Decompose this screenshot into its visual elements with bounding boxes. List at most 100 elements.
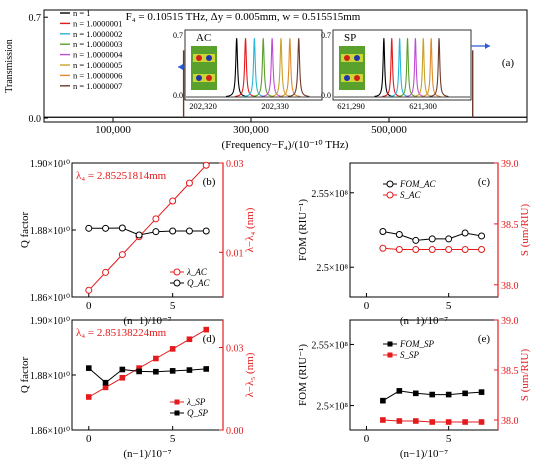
inset-peak [270,38,292,97]
field-map-band [341,54,363,62]
legend-label: FOM_AC [399,179,436,189]
data-point [461,245,469,253]
field-map-lobe [196,55,202,61]
data-point [203,326,210,333]
data-point [428,245,436,253]
field-map-lobe [206,55,212,61]
data-point [118,224,126,232]
data-point [135,231,143,239]
legend-label: n = 1.0000003 [73,39,122,49]
data-point [445,419,452,425]
data-point [379,227,387,235]
data-point [153,355,159,362]
field-map-lobe [354,75,360,81]
ytick-right-label: 38.0 [501,416,519,427]
legend-marker [173,279,181,287]
xtick-label: 0 [364,300,370,312]
data-point [429,419,436,425]
data-point [85,286,93,294]
xtick-label: 5 [170,300,176,312]
ylabel-right: S (um/RIU) [519,349,531,402]
panel-a-xtick-label: 100,000 [95,124,131,136]
data-point [478,245,486,253]
data-point [102,384,109,391]
field-map-lobe [344,55,350,61]
inset-xtick-label: 621,290 [337,101,365,111]
ytick-right-label: 38.5 [501,366,519,377]
panel-a-xtick-label: 500,000 [371,124,407,136]
inset-xtick-label: 202,330 [261,101,289,111]
data-point [380,417,386,423]
ylabel-left: FOM (RIU⁻¹) [297,199,309,261]
ytick-right-label: 39.0 [501,159,519,170]
field-map-lobe [354,55,360,61]
data-point [412,390,419,397]
field-map-band [193,74,215,82]
inset-peak [243,38,266,97]
data-point [152,215,160,223]
inset-peak [252,38,274,97]
data-point [153,368,159,375]
legend-label: λ_AC [186,267,208,277]
xtick-label: 0 [86,300,92,312]
field-map-lobe [196,75,202,81]
panel-a-xlabel: (Frequency−F₄)/(10⁻¹⁰ THz) [222,139,349,151]
inset-xtick-label: 621,300 [409,101,437,111]
data-point [445,235,453,243]
legend-marker [386,180,394,188]
panel-a-xtick-label: 300,000 [233,124,269,136]
xlabel: (n−1)/10⁻⁷ [400,448,448,460]
series-line [88,329,207,398]
ytick-left-label: 2.5×10⁸ [316,402,348,413]
data-point [395,245,403,253]
panel-a-ylabel: Transmission [4,39,15,93]
legend-marker [386,191,394,199]
field-map-lobe [206,75,212,81]
ytick-right-label: 0.03 [226,344,244,355]
inset-peak [382,38,402,97]
inset-ytick-label: 0.0 [321,91,331,100]
ytick-right-label: 38.5 [501,220,519,231]
ytick-right-label: 39.0 [501,316,519,327]
inset-peak [421,38,441,97]
panel-c: 0 5 (n−1)/10⁻⁷ 2.55×10⁸ 2.5×10⁸ 39.0 38.5 38.0 F… [297,159,531,327]
data-point [136,365,142,371]
inset-ytick-label: 0.0 [173,91,183,100]
inset-peak [225,38,248,97]
legend-label: n = 1.0000005 [73,60,122,70]
inset-peak [288,38,310,97]
data-point [379,244,387,252]
data-point [462,390,468,397]
legend-marker [174,410,180,416]
field-map-lobe [344,75,350,81]
data-point [202,161,210,169]
xtick-label: 0 [364,433,370,445]
panel-a-label: (a) [502,57,515,69]
data-point [429,391,436,398]
ytick-left-label: 1.88×10¹⁰ [30,226,70,237]
data-point [186,336,193,343]
inset-peak [390,38,410,97]
legend-label: n = 1.0000001 [73,18,122,28]
data-point [395,230,403,238]
inset-peak [279,38,301,97]
data-point [85,365,92,371]
ytick-right-label: 0.03 [226,159,244,170]
panel-label: (c) [478,176,491,188]
data-point [396,418,403,424]
panel-b: 0 5 (n−1)/10⁻⁷ 1.90×10¹⁰ 1.88×10¹⁰ 1.86×10¹⁰ 0… [19,159,256,327]
legend-label: λ_SP [186,397,206,407]
data-point [152,228,160,236]
inset-ytick-label: 0.7 [321,31,331,40]
data-point [102,224,110,232]
series-line [88,164,207,291]
ylabel-left: Q factor [19,211,31,248]
data-point [445,245,453,253]
legend-label: S_SP [400,350,420,360]
data-point [102,268,110,276]
ytick-left-label: 2.55×10⁸ [311,189,348,200]
ytick-left-label: 1.88×10¹⁰ [30,371,70,382]
data-point [461,229,469,237]
panel-a-frame [43,9,528,123]
